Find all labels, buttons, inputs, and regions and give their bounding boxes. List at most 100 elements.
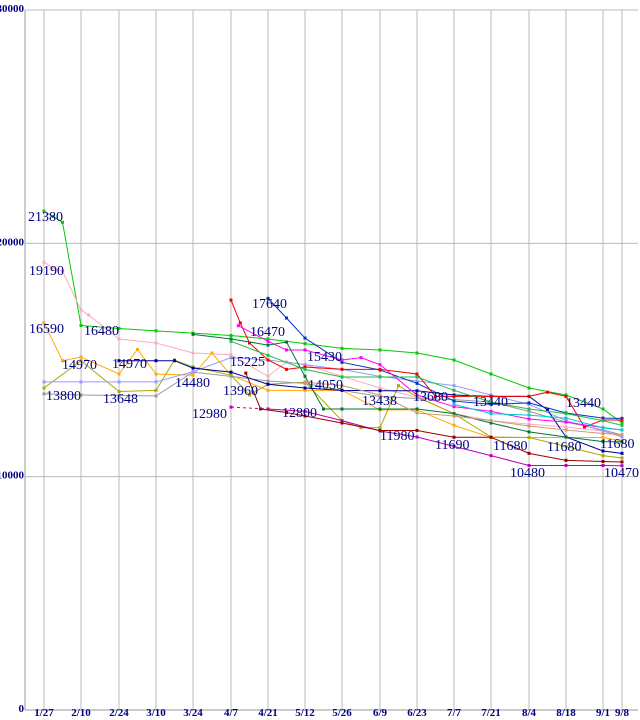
data-point-marker [620,428,624,432]
data-point-marker [340,360,344,364]
price-label: 16480 [84,324,119,339]
price-label: 17640 [252,297,287,312]
data-point-marker [229,405,233,409]
price-label: 13440 [566,396,601,411]
data-point-marker [266,343,270,347]
data-point-marker [266,388,270,392]
series-red [229,298,624,429]
data-point-marker [452,384,456,388]
x-axis-tick-labels: 1/27 2/10 2/24 3/10 3/24 4/7 4/21 5/12 5/26 6/9 6/… [34,707,629,719]
data-point-marker [79,359,83,363]
data-point-marker [546,408,549,412]
data-point-marker [527,424,531,428]
data-point-marker [303,367,307,371]
data-point-marker [154,359,158,363]
data-point-marker [564,420,568,424]
data-point-marker [452,414,456,418]
price-label: 14970 [112,357,147,372]
data-point-marker [87,313,91,317]
series-green [42,209,624,425]
data-point-marker [564,412,568,416]
data-point-marker [527,409,531,413]
data-point-marker [452,358,456,362]
price-label: 12980 [192,407,227,422]
data-point-marker [244,371,248,375]
data-point-marker [601,419,605,423]
x-tick-label: 9/8 [615,707,630,719]
data-point-marker [601,407,605,411]
data-point-marker [79,393,83,397]
price-label: 11980 [380,429,414,444]
data-point-marker [61,269,64,273]
data-point-marker [154,329,158,333]
data-point-marker [42,209,46,213]
data-point-marker [620,433,624,437]
data-point-marker [285,340,288,344]
data-point-marker [229,374,233,378]
data-point-marker [117,359,121,363]
data-point-marker [452,402,456,406]
y-tick-label: 0 [19,703,25,715]
data-point-marker [620,421,624,425]
data-point-marker [452,388,456,392]
data-point-marker [564,394,568,398]
data-point-marker [452,435,456,439]
data-point-marker [489,402,493,406]
data-point-marker [191,366,195,370]
data-point-marker [527,435,531,439]
data-point-marker [378,363,382,367]
y-axis-tick-labels: 0 10000 20000 30000 [0,3,25,715]
data-point-marker [564,463,568,467]
data-point-marker [51,215,55,218]
x-tick-label: 7/7 [447,707,462,719]
price-label: 13648 [103,392,138,407]
data-point-marker [154,394,158,398]
price-label: 13960 [223,384,258,399]
data-point-marker [266,339,270,343]
price-label: 13800 [46,389,81,404]
data-point-marker [285,411,288,414]
series-dark-green [191,332,624,444]
data-point-marker [266,382,270,386]
data-point-marker [452,444,456,448]
series-line-red [230,299,622,428]
price-label: 13680 [413,390,448,405]
data-point-marker [564,425,568,429]
data-point-marker [620,435,624,439]
data-point-marker [42,321,46,325]
data-point-marker [303,409,307,413]
data-point-marker [415,381,419,385]
x-tick-label: 3/10 [146,707,166,719]
axes [24,10,638,711]
x-tick-label: 9/1 [596,707,610,719]
data-point-marker [601,429,605,433]
x-tick-label: 8/4 [522,707,537,719]
data-point-marker [359,426,363,430]
data-point-marker [229,353,233,357]
data-point-marker [229,337,233,341]
data-point-marker [378,428,382,432]
data-point-marker [42,380,46,384]
x-tick-label: 3/24 [183,707,203,719]
series-line-magenta [238,325,623,431]
data-point-marker [527,430,531,434]
data-point-marker [378,375,382,379]
data-point-marker [340,407,344,411]
data-point-marker [229,334,233,337]
data-point-marker [259,407,263,411]
data-point-marker [266,353,270,357]
data-point-marker [527,413,531,417]
data-point-marker [191,332,195,336]
price-label: 14970 [62,358,97,373]
x-tick-label: 5/26 [332,707,352,719]
data-point-marker [415,389,419,393]
data-point-marker [601,460,605,463]
data-point-marker [601,432,605,435]
price-label: 21380 [28,210,63,225]
price-label: 11680 [493,439,527,454]
data-point-marker [620,440,624,444]
data-point-marker [79,355,83,359]
data-point-marker [489,419,493,423]
data-point-marker [285,367,288,371]
series-purple [229,405,624,468]
